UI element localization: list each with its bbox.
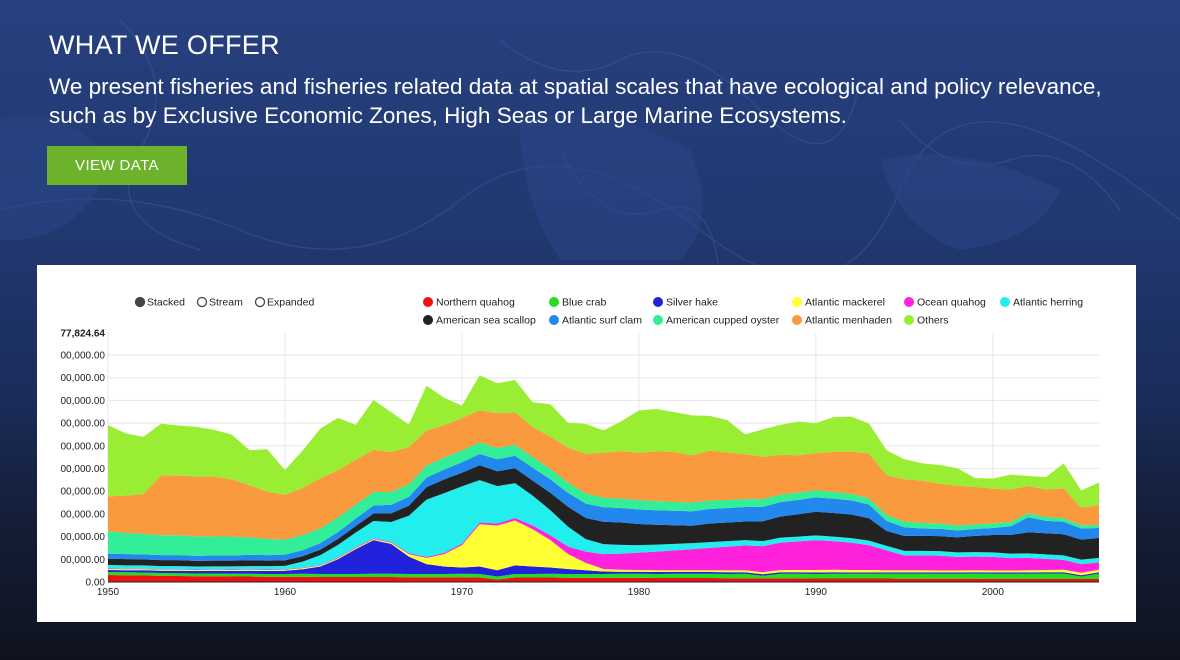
control-label-stream: Stream [209,297,243,309]
y-tick-label: 00,000.00 [61,441,106,452]
legend-item: Others [917,315,949,327]
control-radio-expanded [254,296,266,308]
y-tick-label: 00,000.00 [61,373,106,384]
control-radio-stream [196,296,208,308]
stacked-area-chart: 0.00 00,000.00 00,000.00 00,000.00 00,000.00… [61,296,1099,598]
legend-swatch [423,315,433,325]
legend-swatch [792,315,802,325]
x-tick-label: 1980 [628,587,651,598]
y-tick-label: 00,000.00 [61,555,106,566]
area-silver-hake [108,540,1099,577]
legend-item: American sea scallop [436,315,536,327]
legend-swatch [549,297,559,307]
area-atlantic-menhaden [108,410,1099,540]
x-tick-label: 1990 [805,587,828,598]
legend-swatch [653,297,663,307]
page-title: WHAT WE OFFER [49,30,280,60]
area-others [108,375,1099,508]
legend-item: Atlantic menhaden [805,315,892,327]
legend-item: Blue crab [562,297,607,309]
area-american-cupped-oyster [108,442,1099,556]
area-ocean-quahog [108,518,1099,573]
control-label-expanded: Expanded [267,297,314,309]
y-tick-label: 00,000.00 [61,487,106,498]
legend-swatch [904,297,914,307]
chart-panel: 0.00 00,000.00 00,000.00 00,000.00 00,000.00… [37,265,1136,622]
legend-item: Ocean quahog [917,297,986,309]
y-tick-label: 00,000.00 [61,532,106,543]
legend-item: Silver hake [666,297,718,309]
y-tick-label: 0.00 [86,578,106,589]
legend-swatch [653,315,663,325]
legend-item: Atlantic surf clam [562,315,642,327]
y-tick-label: 00,000.00 [61,464,106,475]
legend-swatch [549,315,559,325]
x-tick-label: 1960 [274,587,297,598]
legend-swatch [1000,297,1010,307]
x-tick-label: 2000 [982,587,1005,598]
area-atlantic-surf-clam [108,454,1099,561]
area-atlantic-herring [108,480,1099,570]
control-label-stacked: Stacked [147,297,185,309]
control-radio-stacked [134,296,146,308]
y-max-label: 77,824.64 [61,329,106,340]
legend-swatch [904,315,914,325]
y-tick-label: 00,000.00 [61,509,106,520]
y-tick-label: 00,000.00 [61,419,106,430]
x-tick-label: 1970 [451,587,474,598]
area-northern-quahog [108,575,1099,582]
legend-swatch [423,297,433,307]
legend-item: American cupped oyster [666,315,780,327]
area-blue-crab [108,572,1099,580]
view-data-button[interactable]: VIEW DATA [47,146,187,185]
legend-item: Atlantic mackerel [805,297,885,309]
hero-description: We present fisheries and fisheries relat… [49,74,1102,128]
x-tick-label: 1950 [97,587,120,598]
y-tick-label: 00,000.00 [61,396,106,407]
y-tick-label: 00,000.00 [61,351,106,362]
legend-swatch [792,297,802,307]
legend-item: Northern quahog [436,297,515,309]
legend-item: Atlantic herring [1013,297,1083,309]
